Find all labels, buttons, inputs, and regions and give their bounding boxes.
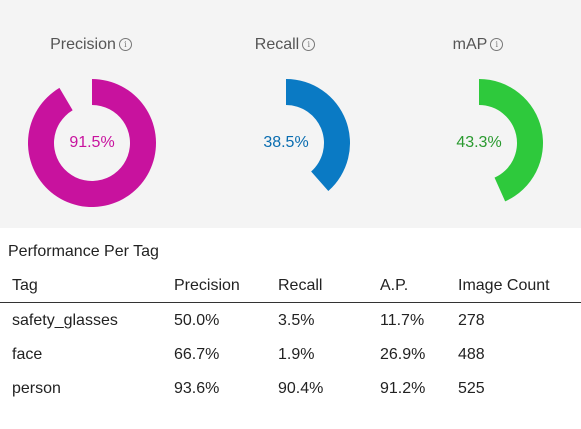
- map-donut: [479, 79, 543, 202]
- column-header-ap[interactable]: A.P.: [380, 277, 409, 294]
- donut-arc: [479, 79, 543, 202]
- column-header-tag[interactable]: Tag: [12, 277, 38, 294]
- performance-table: Tag Precision Recall A.P. Image Count sa…: [0, 268, 581, 405]
- column-header-recall[interactable]: Recall: [278, 277, 323, 294]
- recall-metric: Recall i 38.5%: [200, 0, 370, 228]
- table-row[interactable]: face 66.7% 1.9% 26.9% 488: [0, 337, 581, 371]
- metrics-panel: Precision i 91.5% Recall i 38.5% mAP i 43.3…: [0, 0, 581, 228]
- recall-donut: [286, 79, 350, 192]
- tag-name: person: [12, 380, 61, 397]
- tag-name: safety_glasses: [12, 312, 118, 329]
- recall-label: Recall: [254, 36, 300, 53]
- tag-image-count: 525: [458, 380, 485, 397]
- table-row[interactable]: person 93.6% 90.4% 91.2% 525: [0, 371, 581, 405]
- tag-image-count: 488: [458, 346, 485, 363]
- column-header-precision[interactable]: Precision: [174, 277, 240, 294]
- map-label: mAP: [452, 36, 488, 53]
- tag-ap: 91.2%: [380, 380, 426, 397]
- performance-title: Performance Per Tag: [8, 243, 159, 260]
- map-title: mAP i: [393, 36, 563, 54]
- tag-image-count: 278: [458, 312, 485, 329]
- precision-label: Precision: [50, 36, 116, 53]
- map-metric: mAP i 43.3%: [393, 0, 563, 228]
- tag-name: face: [12, 346, 43, 363]
- tag-ap: 26.9%: [380, 346, 426, 363]
- tag-recall: 3.5%: [278, 312, 315, 329]
- tag-precision: 66.7%: [174, 346, 220, 363]
- precision-title: Precision i: [6, 36, 176, 54]
- precision-donut: [28, 79, 156, 207]
- tag-recall: 90.4%: [278, 380, 324, 397]
- map-value: 43.3%: [456, 134, 502, 151]
- recall-title: Recall i: [200, 36, 370, 54]
- info-icon[interactable]: i: [490, 38, 504, 52]
- recall-value: 38.5%: [263, 134, 309, 151]
- precision-value: 91.5%: [69, 134, 115, 151]
- tag-recall: 1.9%: [278, 346, 315, 363]
- table-header: Tag Precision Recall A.P. Image Count: [0, 268, 581, 303]
- tag-ap: 11.7%: [380, 312, 425, 329]
- tag-precision: 50.0%: [174, 312, 220, 329]
- info-icon[interactable]: i: [118, 38, 132, 52]
- precision-metric: Precision i 91.5%: [6, 0, 176, 228]
- table-row[interactable]: safety_glasses 50.0% 3.5% 11.7% 278: [0, 303, 581, 337]
- donut-arc: [28, 79, 156, 207]
- info-icon[interactable]: i: [302, 38, 316, 52]
- column-header-image-count[interactable]: Image Count: [458, 277, 550, 294]
- donut-arc: [286, 79, 350, 192]
- tag-precision: 93.6%: [174, 380, 220, 397]
